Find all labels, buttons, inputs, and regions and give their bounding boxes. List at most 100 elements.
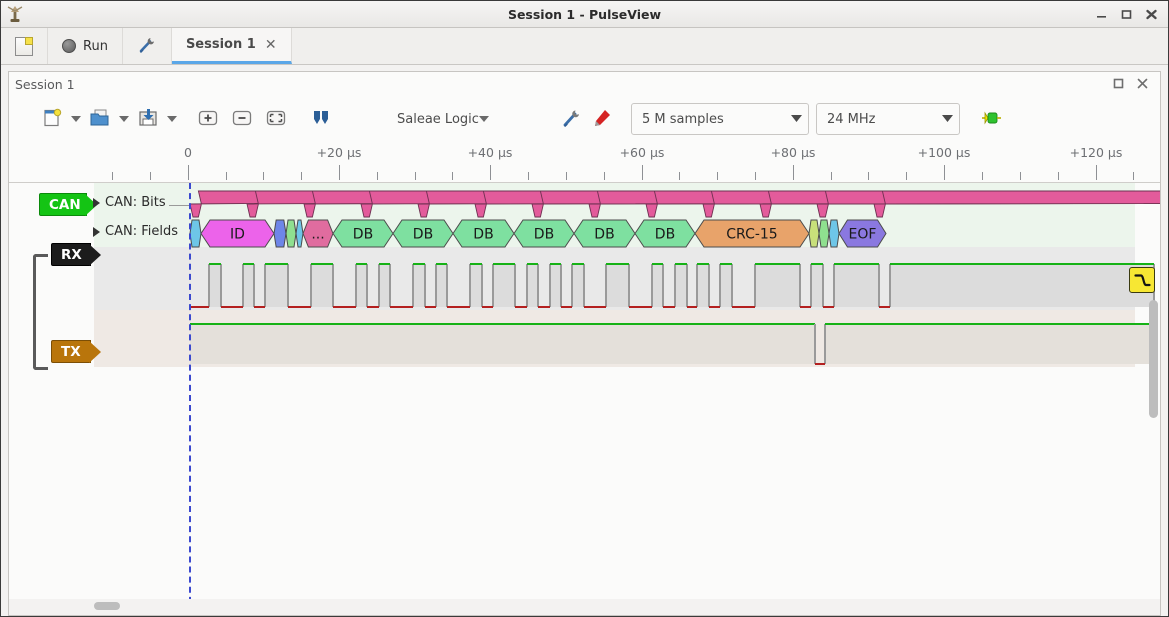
can-field-block[interactable]	[573, 219, 636, 248]
can-field-block[interactable]	[200, 219, 275, 248]
open-session-button[interactable]	[85, 104, 115, 134]
time-ruler[interactable]: 0 +20 µs +40 µs +60 µs +80 µs +100 µs +120 µs	[9, 142, 1160, 183]
can-fields-row-label[interactable]: CAN: Fields	[93, 224, 178, 239]
horizontal-scrollbar[interactable]	[94, 602, 120, 610]
expander-triangle-icon[interactable]	[93, 226, 100, 237]
minimize-button[interactable]	[1095, 8, 1108, 21]
open-session-dropdown[interactable]	[115, 105, 133, 133]
can-field-block[interactable]	[295, 219, 304, 248]
sample-count-value: 5 M samples	[642, 111, 724, 127]
zoom-in-button[interactable]	[191, 104, 225, 134]
can-field-label: EOF	[849, 227, 877, 243]
ruler-minor-tick	[226, 172, 227, 180]
can-field-block[interactable]	[285, 219, 297, 248]
ruler-label: +40 µs	[467, 145, 513, 160]
ruler-major-tick	[339, 165, 340, 180]
ruler-minor-tick	[301, 172, 302, 180]
new-session-button[interactable]	[37, 104, 67, 134]
chevron-down-icon	[478, 112, 489, 127]
channel-tx-plate[interactable]: TX	[51, 340, 101, 363]
can-field-block[interactable]	[838, 219, 887, 248]
add-decoder-button[interactable]	[978, 104, 1006, 134]
ruler-minor-tick	[717, 172, 718, 180]
plate-pointer-icon	[89, 244, 101, 266]
run-dot-icon	[62, 39, 76, 53]
device-config-button[interactable]	[557, 104, 587, 134]
ruler-label: +20 µs	[316, 145, 362, 160]
close-button[interactable]	[1145, 8, 1158, 21]
dock-float-button[interactable]	[1113, 77, 1124, 92]
ruler-minor-tick	[755, 172, 756, 180]
session-dock-panel: Session 1	[8, 71, 1161, 616]
zoom-fit-button[interactable]	[259, 104, 293, 134]
maximize-button[interactable]	[1120, 8, 1133, 21]
can-field-block[interactable]	[392, 219, 454, 248]
tab-session-1[interactable]: Session 1 ✕	[171, 28, 292, 64]
run-button[interactable]: Run	[48, 28, 123, 64]
can-field-block[interactable]	[694, 219, 810, 248]
trigger-cursor-line[interactable]	[189, 183, 191, 599]
rx-pulse-fill	[243, 264, 254, 307]
save-disk-icon	[137, 107, 159, 132]
can-field-block[interactable]	[452, 219, 515, 248]
decoder-group-label: CAN	[49, 196, 81, 213]
new-session-button[interactable]	[1, 28, 48, 64]
zoom-out-button[interactable]	[225, 104, 259, 134]
device-selector[interactable]: Saleae Logic	[387, 104, 543, 134]
can-bits-label-text: CAN: Bits	[105, 195, 166, 210]
can-field-block[interactable]	[189, 219, 202, 248]
can-bits-row-label[interactable]: CAN: Bits	[93, 195, 166, 210]
can-field-block[interactable]	[808, 219, 820, 248]
ruler-major-tick	[188, 165, 189, 180]
sample-count-selector[interactable]: 5 M samples	[631, 103, 809, 135]
settings-button[interactable]	[123, 28, 172, 64]
decoder-group-plate[interactable]: CAN	[39, 193, 97, 216]
ruler-minor-tick	[150, 172, 151, 180]
zoom-fit-icon	[265, 107, 287, 132]
rx-pulse-fill	[811, 264, 823, 307]
tx-low-fill	[815, 324, 825, 364]
sample-rate-selector[interactable]: 24 MHz	[816, 103, 960, 135]
new-document-icon	[41, 107, 63, 132]
can-field-label: DB	[594, 227, 614, 243]
can-field-block[interactable]	[513, 219, 575, 248]
rx-pulse-fill	[606, 264, 629, 307]
can-field-block[interactable]	[302, 219, 334, 248]
wrench-screwdriver-icon	[137, 35, 157, 58]
can-field-block[interactable]	[332, 219, 394, 248]
falling-edge-trigger-icon[interactable]	[1129, 267, 1155, 293]
save-session-button[interactable]	[133, 104, 163, 134]
ruler-major-tick	[642, 165, 643, 180]
can-field-block[interactable]	[818, 219, 830, 248]
can-field-label: DB	[655, 227, 675, 243]
ruler-minor-tick	[1058, 172, 1059, 180]
can-field-label: CRC-15	[726, 227, 777, 243]
vertical-scrollbar[interactable]	[1149, 300, 1158, 418]
can-field-label: DB	[473, 227, 493, 243]
ruler-minor-tick	[831, 172, 832, 180]
can-field-block[interactable]	[634, 219, 696, 248]
ruler-minor-tick	[377, 172, 378, 180]
can-field-block[interactable]	[828, 219, 840, 248]
cursors-icon	[309, 107, 333, 132]
can-bit-cell[interactable]	[873, 190, 1160, 218]
ruler-label: +120 µs	[1069, 145, 1123, 160]
probe-button[interactable]	[587, 104, 617, 134]
can-field-label: ...	[311, 227, 324, 243]
save-session-dropdown[interactable]	[163, 105, 181, 133]
new-session-dropdown[interactable]	[67, 105, 85, 133]
show-cursors-button[interactable]	[303, 104, 339, 134]
trace-view[interactable]: CAN CAN: Bits CAN: Fields RX T	[9, 183, 1160, 599]
run-label: Run	[83, 38, 108, 54]
channel-rx-plate[interactable]: RX	[51, 243, 101, 266]
dock-close-button[interactable]	[1137, 77, 1148, 92]
rx-waveform	[190, 263, 1155, 308]
ruler-major-tick	[490, 165, 491, 180]
can-field-block[interactable]	[273, 219, 287, 248]
tab-close-icon[interactable]: ✕	[264, 36, 277, 53]
ruler-minor-tick	[1133, 172, 1134, 180]
expander-triangle-icon[interactable]	[93, 197, 100, 208]
ruler-minor-tick	[566, 172, 567, 180]
sample-rate-value: 24 MHz	[827, 111, 876, 127]
rx-pulse-fill	[652, 264, 663, 307]
